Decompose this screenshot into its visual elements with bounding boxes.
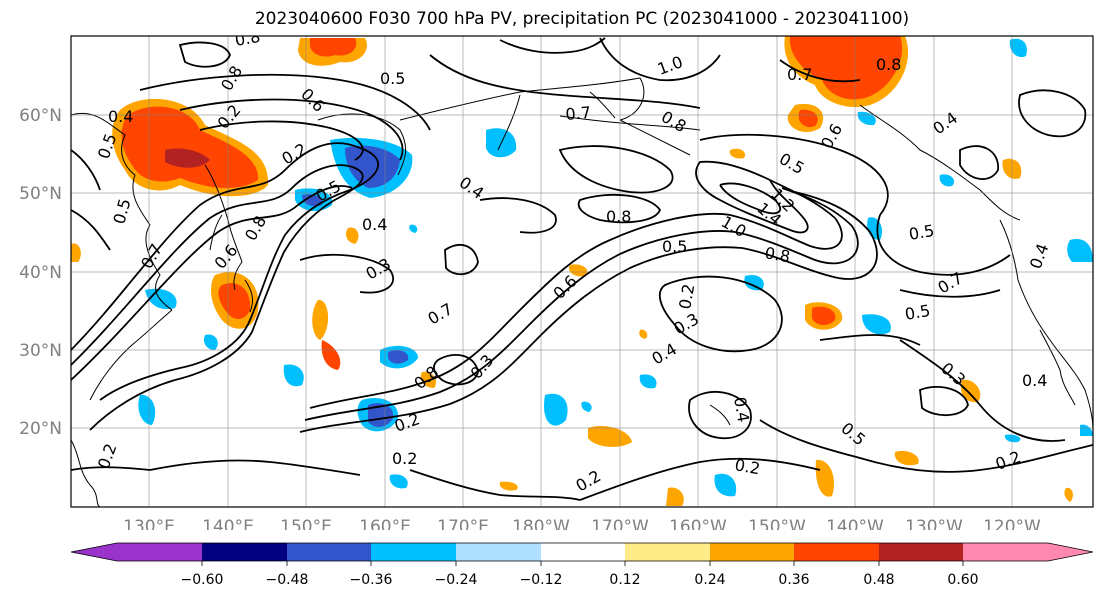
colorbar-segment <box>541 543 625 561</box>
colorbar-segment <box>794 543 879 561</box>
colorbar-outline <box>70 542 1094 562</box>
lon-label: 140°E <box>202 517 254 530</box>
colorbar-segment <box>710 543 794 561</box>
contour-label: 0.4 <box>1022 371 1047 390</box>
longitude-labels: 130°E 140°E 150°E 160°E 170°E 180°W 170°… <box>123 517 1041 530</box>
map-plot: 0.8 0.5 0.6 0.8 0.7 1.0 0.7 0.8 0.8 0.4 … <box>19 27 1094 530</box>
map-title: 2023040600 F030 700 hPa PV, precipitatio… <box>254 9 910 29</box>
lat-label: 40°N <box>19 263 62 283</box>
lon-label: 170°W <box>591 517 649 530</box>
colorbar-ticks <box>201 561 964 566</box>
contour-label: 0.8 <box>233 27 261 50</box>
colorbar-tick-label: 0.24 <box>694 572 725 588</box>
contour-label: 0.5 <box>907 221 935 244</box>
lon-label: 170°E <box>437 517 489 530</box>
colorbar-tick-label: −0.24 <box>435 572 478 588</box>
lat-label: 50°N <box>19 184 62 204</box>
contour-label: 0.8 <box>876 55 901 74</box>
colorbar-tick-label: 0.36 <box>778 572 809 588</box>
colorbar-tick-label: −0.12 <box>520 572 563 588</box>
map-frame <box>70 35 1094 508</box>
lon-label: 120°W <box>983 517 1041 530</box>
pv-contours <box>71 37 1093 501</box>
colorbar-tick-label: 0.48 <box>863 572 894 588</box>
colorbar-segment <box>202 543 287 561</box>
lon-label: 160°W <box>669 517 727 530</box>
contour-label: 0.2 <box>675 282 698 310</box>
contour-label: 0.2 <box>392 449 417 468</box>
colorbar-segment <box>371 543 456 561</box>
colorbar-tick-label: −0.36 <box>350 572 393 588</box>
lat-label: 20°N <box>19 419 62 439</box>
contour-label: 0.5 <box>903 301 931 324</box>
contour-label: 0.4 <box>730 395 753 423</box>
contour-label: 0.8 <box>763 243 791 266</box>
gridlines <box>71 36 1093 507</box>
lon-label: 180°W <box>512 517 570 530</box>
colorbar-segment <box>963 543 1093 561</box>
colorbar-segment <box>71 543 202 561</box>
lon-label: 140°W <box>826 517 884 530</box>
contour-label: 0.5 <box>380 69 405 88</box>
colorbar-tick-label: −0.48 <box>266 572 309 588</box>
contour-label: 0.4 <box>362 215 387 234</box>
precipitation-shading <box>71 36 1093 506</box>
contour-label: 0.4 <box>108 107 133 126</box>
contour-label: 0.7 <box>787 65 812 84</box>
colorbar-segment <box>456 543 541 561</box>
contour-label: 0.8 <box>606 207 631 226</box>
colorbar-segment <box>879 543 963 561</box>
lon-label: 150°W <box>748 517 806 530</box>
lon-label: 130°W <box>905 517 963 530</box>
latitude-labels: 60°N 50°N 40°N 30°N 20°N <box>19 106 62 439</box>
lon-label: 150°E <box>280 517 332 530</box>
contour-label: 0.7 <box>565 103 592 124</box>
colorbar-tick-label: −0.60 <box>181 572 224 588</box>
lat-label: 30°N <box>19 341 62 361</box>
colorbar-tick-label: 0.60 <box>947 572 978 588</box>
contour-label: 0.5 <box>662 237 687 256</box>
colorbar-segment <box>625 543 710 561</box>
colorbar-segments <box>71 543 1093 561</box>
colorbar-tick-label: 0.12 <box>609 572 640 588</box>
lat-label: 60°N <box>19 106 62 126</box>
colorbar-segment <box>287 543 371 561</box>
lon-label: 160°E <box>359 517 411 530</box>
lon-label: 130°E <box>123 517 175 530</box>
contour-label: 0.2 <box>733 455 761 478</box>
colorbar-tick-labels: −0.60 −0.48 −0.36 −0.24 −0.12 0.12 0.24 … <box>181 572 979 588</box>
